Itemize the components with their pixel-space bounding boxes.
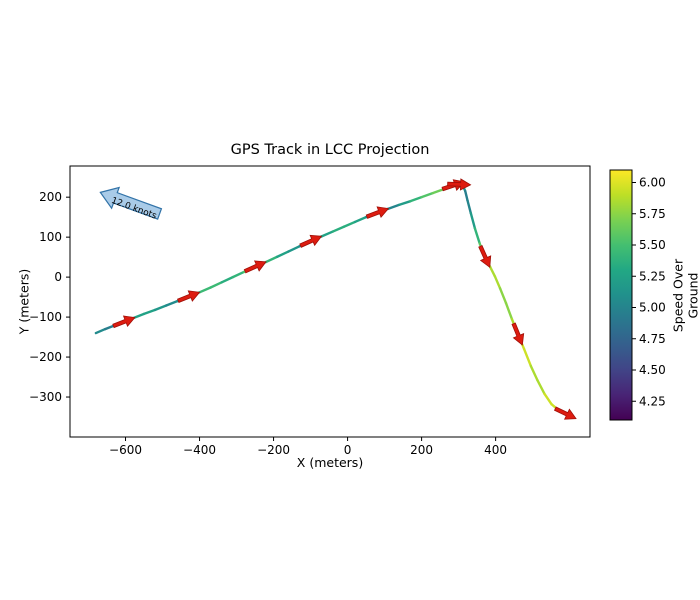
colorbar-tick-label: 4.75 (639, 332, 666, 346)
y-tick-label: 100 (39, 230, 62, 244)
colorbar-label: Speed Over Ground (670, 258, 700, 333)
x-tick-label: 200 (410, 443, 433, 457)
x-tick-label: −600 (109, 443, 142, 457)
colorbar-tick-label: 5.50 (639, 238, 666, 252)
x-tick-label: 0 (344, 443, 352, 457)
arrow-marker (511, 322, 525, 346)
arrow-marker (177, 290, 201, 303)
y-tick-label: 0 (54, 270, 62, 284)
arrow-marker (447, 178, 472, 191)
speed-annotation: 12.0 knots (99, 186, 163, 222)
x-tick-label: 400 (484, 443, 507, 457)
arrow-marker (243, 260, 267, 274)
y-tick-label: −300 (29, 390, 62, 404)
x-tick-label: −200 (257, 443, 290, 457)
x-axis-label: X (meters) (296, 455, 364, 470)
colorbar-tick-label: 5.75 (639, 207, 666, 221)
arrow-marker (478, 245, 492, 269)
x-tick-label: −400 (183, 443, 216, 457)
axes-spines (69, 165, 591, 438)
arrow-marker (112, 315, 136, 329)
arrow-marker (299, 234, 323, 248)
colorbar-tick-label: 5.00 (639, 301, 666, 315)
y-axis-label: Y (meters) (16, 268, 32, 335)
y-tick-label: −200 (29, 350, 62, 364)
x-axis-ticks: −600 −400 −200 0 200 400 (109, 437, 507, 457)
gps-track (94, 183, 567, 415)
arrow-marker (553, 406, 577, 420)
colorbar-tick-label: 4.25 (639, 394, 666, 408)
arrow-marker (365, 206, 390, 219)
y-tick-label: −100 (29, 310, 62, 324)
colorbar-tick-label: 5.25 (639, 269, 666, 283)
colorbar-tick-label: 4.50 (639, 363, 666, 377)
colorbar: 4.25 4.50 4.75 5.00 5.25 5.50 5.75 6.00 (609, 169, 666, 421)
colorbar-gradient (609, 169, 633, 421)
chart-title: GPS Track in LCC Projection (230, 142, 430, 158)
colorbar-tick-label: 6.00 (639, 176, 666, 190)
y-tick-label: 200 (39, 190, 62, 204)
annotation-arrow (99, 186, 163, 220)
y-axis-ticks: 200 100 0 −100 −200 −300 (29, 190, 70, 404)
direction-arrows (112, 178, 577, 420)
